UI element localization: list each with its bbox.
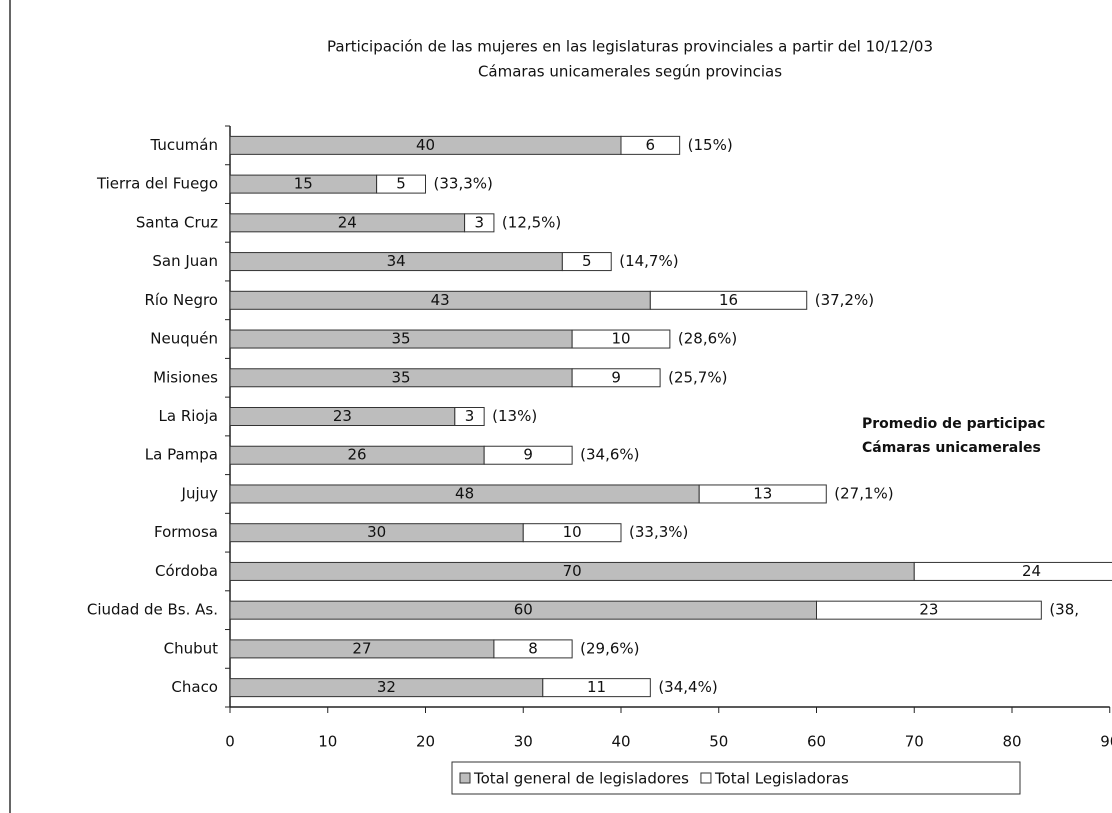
percent-label: (28,6%) xyxy=(678,330,737,348)
bar xyxy=(376,174,426,194)
bar xyxy=(561,252,612,272)
data-label: 8 xyxy=(528,639,538,657)
data-label: 9 xyxy=(523,446,533,464)
y-tick-label: Chaco xyxy=(171,678,218,696)
y-tick-label: Chubut xyxy=(164,639,219,657)
y-tick-label: La Pampa xyxy=(145,446,218,464)
percent-label: (34,4%) xyxy=(658,678,717,696)
data-label: 9 xyxy=(611,368,621,386)
x-tick-label: 60 xyxy=(807,733,826,751)
legend-label: Total Legisladoras xyxy=(714,770,849,788)
percent-label: (13%) xyxy=(492,407,537,425)
legend-label: Total general de legisladores xyxy=(473,770,689,788)
data-label: 27 xyxy=(352,639,371,657)
data-label: 24 xyxy=(338,213,357,231)
percent-label: (37,2%) xyxy=(815,291,874,309)
bar xyxy=(571,368,661,388)
legend-swatch xyxy=(700,772,712,784)
legend-swatch xyxy=(459,772,471,784)
data-label: 10 xyxy=(563,523,582,541)
x-tick-label: 10 xyxy=(318,733,337,751)
data-label: 3 xyxy=(465,407,475,425)
y-tick-label: Ciudad de Bs. As. xyxy=(87,601,218,619)
y-tick-label: Neuquén xyxy=(150,330,218,348)
percent-label: (27,1%) xyxy=(834,484,893,502)
bar xyxy=(483,445,573,465)
data-label: 5 xyxy=(582,252,592,270)
bar xyxy=(542,678,651,698)
annotation: Promedio de participac xyxy=(862,416,1045,432)
y-tick-label: Córdoba xyxy=(155,562,218,580)
data-label: 3 xyxy=(474,213,484,231)
bar xyxy=(571,329,671,349)
data-label: 30 xyxy=(367,523,386,541)
percent-label: (33,3%) xyxy=(629,523,688,541)
data-label: 23 xyxy=(919,601,938,619)
annotation: Cámaras unicamerales xyxy=(862,440,1041,456)
y-tick-label: Jujuy xyxy=(181,484,219,502)
percent-label: (34,6%) xyxy=(580,446,639,464)
data-label: 70 xyxy=(563,562,582,580)
y-tick-label: Tucumán xyxy=(150,136,218,154)
bar xyxy=(464,213,495,233)
percent-label: (25,7%) xyxy=(668,368,727,386)
bar xyxy=(493,639,573,659)
data-label: 15 xyxy=(294,175,313,193)
data-label: 5 xyxy=(396,175,406,193)
data-label: 11 xyxy=(587,678,606,696)
bar xyxy=(620,135,681,155)
x-tick-label: 40 xyxy=(611,733,630,751)
data-label: 34 xyxy=(387,252,406,270)
bar xyxy=(454,407,485,426)
y-tick-label: Río Negro xyxy=(144,291,218,309)
x-tick-label: 50 xyxy=(709,733,728,751)
x-tick-label: 90 xyxy=(1100,733,1112,751)
data-label: 35 xyxy=(392,330,411,348)
x-tick-label: 80 xyxy=(1002,733,1021,751)
y-tick-label: Tierra del Fuego xyxy=(96,175,218,193)
percent-label: (15%) xyxy=(688,136,733,154)
x-tick-label: 30 xyxy=(514,733,533,751)
percent-label: (12,5%) xyxy=(502,213,561,231)
data-label: 10 xyxy=(611,330,630,348)
data-label: 16 xyxy=(719,291,738,309)
bar xyxy=(522,523,622,543)
percent-label: (14,7%) xyxy=(619,252,678,270)
y-tick-label: Santa Cruz xyxy=(136,213,218,231)
data-label: 40 xyxy=(416,136,435,154)
bar xyxy=(649,290,808,310)
data-label: 32 xyxy=(377,678,396,696)
data-label: 23 xyxy=(333,407,352,425)
data-label: 35 xyxy=(392,368,411,386)
data-label: 48 xyxy=(455,484,474,502)
y-tick-label: La Rioja xyxy=(159,407,218,425)
data-label: 24 xyxy=(1022,562,1041,580)
data-label: 13 xyxy=(753,484,772,502)
bar xyxy=(698,484,827,504)
percent-label: (29,6%) xyxy=(580,639,639,657)
y-tick-label: San Juan xyxy=(152,252,218,270)
data-label: 6 xyxy=(646,136,656,154)
data-label: 26 xyxy=(348,446,367,464)
percent-label: (38, xyxy=(1049,601,1079,619)
y-tick-label: Misiones xyxy=(153,368,218,386)
percent-label: (33,3%) xyxy=(434,175,493,193)
y-tick-label: Formosa xyxy=(154,523,218,541)
x-tick-label: 70 xyxy=(905,733,924,751)
chart-subtitle: Cámaras unicamerales según provincias xyxy=(478,63,782,81)
legend-box xyxy=(451,761,1021,795)
x-tick-label: 0 xyxy=(225,733,235,751)
chart-title: Participación de las mujeres en las legi… xyxy=(327,38,933,56)
data-label: 60 xyxy=(514,601,533,619)
bar xyxy=(913,561,1112,581)
x-tick-label: 20 xyxy=(416,733,435,751)
data-label: 43 xyxy=(431,291,450,309)
bar xyxy=(816,600,1042,620)
